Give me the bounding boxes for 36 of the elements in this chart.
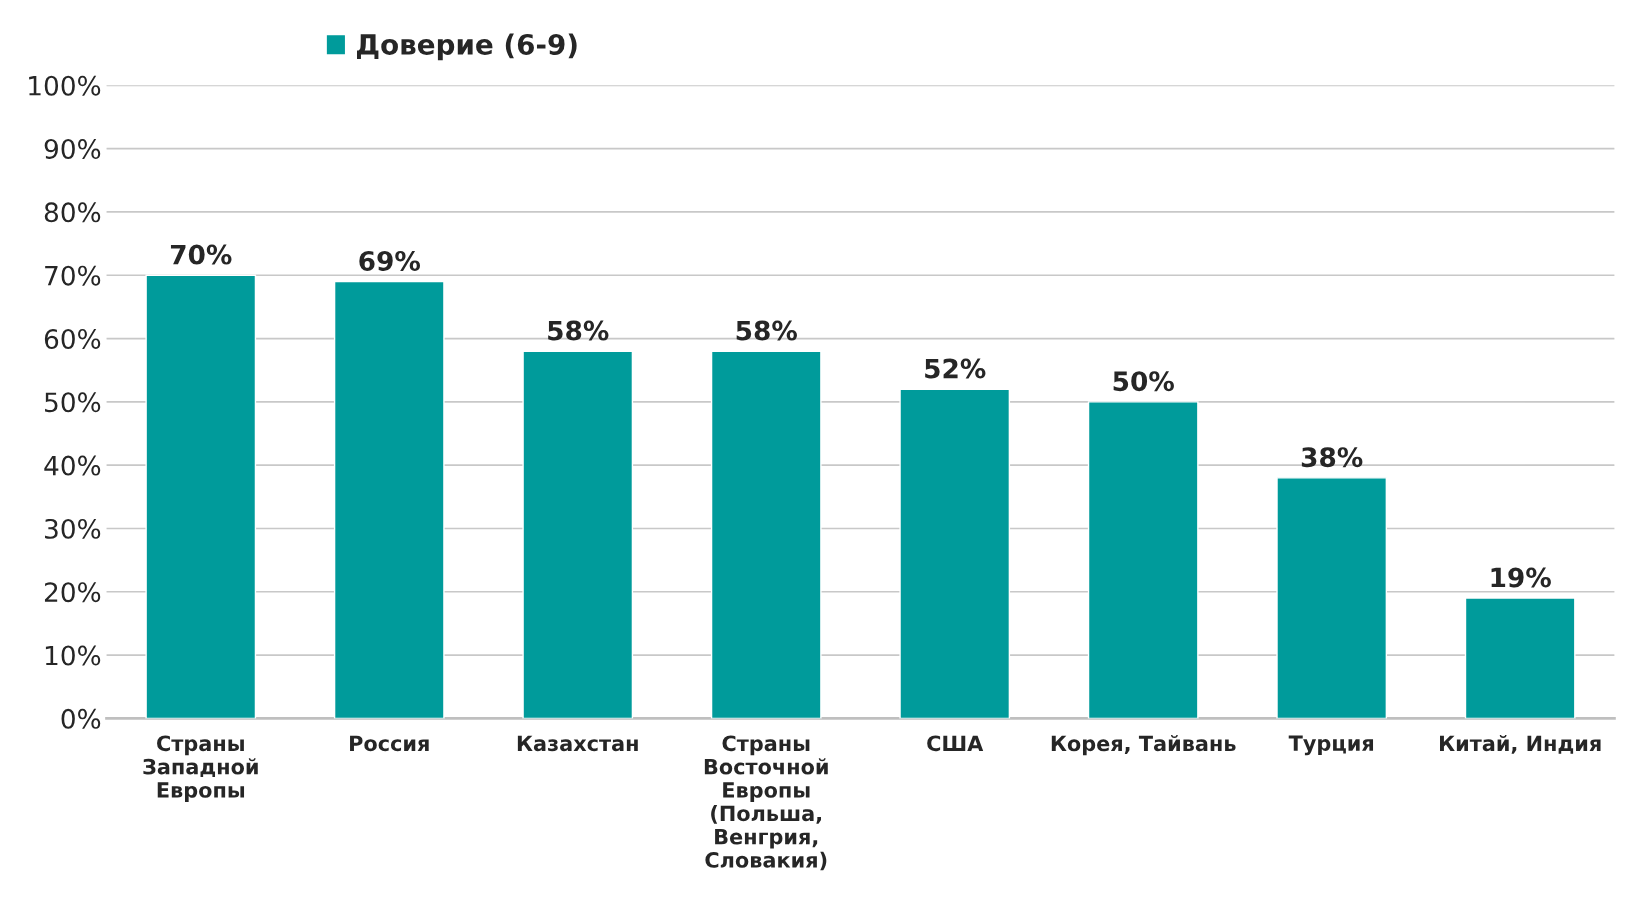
x-tick-label: Россия [350, 735, 429, 752]
x-tick-label: США [927, 735, 984, 752]
y-tick-label: 90% [44, 139, 101, 160]
y-tick-label: 70% [45, 265, 101, 286]
x-tick-label: Китай, Индия [1440, 734, 1601, 754]
data-label: 58% [548, 320, 609, 341]
bar [333, 280, 445, 719]
x-tick-label: Страны Восточной Европы (Польша, Венгрия, Словакия) [704, 735, 828, 871]
bar [710, 350, 822, 719]
y-tick-label: 10% [45, 645, 101, 666]
data-label: 19% [1491, 567, 1551, 588]
x-tick-label: Турция [1288, 735, 1374, 756]
y-tick-label: 0% [61, 708, 101, 729]
legend-label: Доверие (6-9) [357, 33, 577, 61]
x-tick-label: Корея, Тайвань [1051, 735, 1236, 756]
bar [145, 274, 257, 719]
bar [899, 388, 1011, 719]
data-label: 52% [925, 358, 986, 379]
data-label: 70% [170, 244, 232, 265]
bar [522, 350, 634, 719]
y-tick-label: 80% [44, 202, 101, 223]
y-tick-label: 100% [29, 75, 101, 96]
bar [1464, 597, 1576, 719]
data-label: 38% [1301, 447, 1363, 468]
data-label: 58% [736, 320, 797, 341]
y-tick-label: 60% [44, 328, 101, 349]
data-label: 69% [359, 250, 420, 271]
y-tick-label: 50% [45, 392, 101, 413]
x-tick-label: Казахстан [517, 735, 638, 752]
x-tick-label: Страны Западной Европы [143, 735, 258, 802]
y-tick-label: 30% [45, 518, 101, 539]
y-tick-label: 40% [44, 455, 101, 476]
y-tick-label: 20% [44, 582, 101, 603]
data-label: 50% [1113, 371, 1174, 392]
bar [1276, 477, 1388, 719]
bar [1087, 401, 1199, 719]
